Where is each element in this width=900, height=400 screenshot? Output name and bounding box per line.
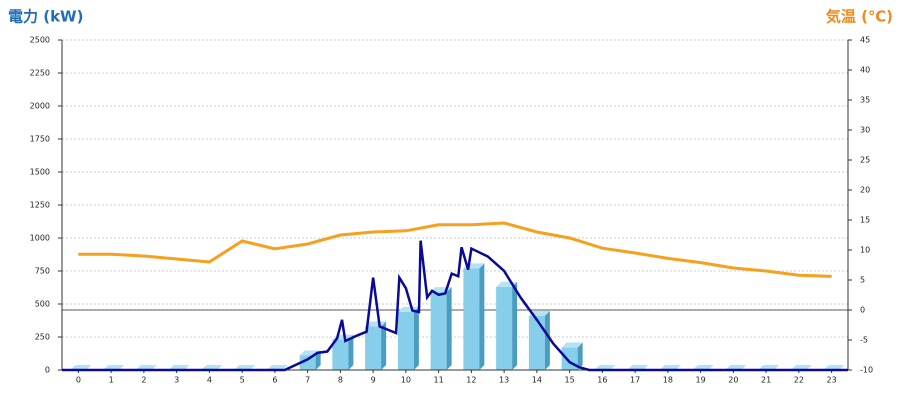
y-tick-label: 2500 (30, 36, 50, 45)
y2-tick-label: 10 (860, 246, 870, 255)
y2-tick-label: 20 (860, 186, 870, 195)
y2-tick-label: 30 (860, 126, 870, 135)
x-tick-label: 18 (663, 376, 673, 385)
temperature-line (78, 221, 832, 278)
y-tick-label: 1500 (30, 168, 50, 177)
bar (365, 321, 387, 370)
x-tick-label: 15 (565, 376, 575, 385)
x-tick-label: 13 (499, 376, 509, 385)
y-tick-label: 1750 (30, 135, 50, 144)
bar-front (430, 292, 447, 370)
x-tick-label: 22 (794, 376, 804, 385)
y-tick-label: 500 (35, 300, 50, 309)
x-tick-label: 23 (827, 376, 837, 385)
x-tick-label: 9 (371, 376, 376, 385)
y2-tick-label: 25 (860, 156, 870, 165)
x-tick-label: 1 (109, 376, 114, 385)
bar-side (544, 310, 550, 370)
x-tick-label: 7 (305, 376, 310, 385)
x-tick-label: 19 (696, 376, 706, 385)
bar-front (332, 339, 349, 370)
bar-front (365, 326, 382, 370)
bar (528, 310, 550, 370)
x-tick-label: 2 (141, 376, 146, 385)
x-tick-label: 20 (728, 376, 738, 385)
y2-tick-label: -5 (860, 336, 868, 345)
bar-side (413, 306, 419, 370)
power-line (62, 240, 848, 372)
bar-front (561, 347, 578, 370)
y2-axis-title: 気温 (℃) (826, 8, 893, 26)
bar-side (512, 281, 518, 370)
y2-tick-label: 5 (860, 276, 865, 285)
x-tick-label: 10 (401, 376, 411, 385)
bar-side (446, 287, 452, 370)
bar-front (397, 311, 414, 370)
x-tick-label: 12 (466, 376, 476, 385)
y2-tick-label: 40 (860, 66, 870, 75)
y-tick-label: 2250 (30, 69, 50, 78)
x-tick-label: 17 (630, 376, 640, 385)
y2-tick-label: -10 (860, 366, 873, 375)
bar (397, 306, 419, 370)
bar (430, 287, 452, 370)
x-tick-label: 8 (338, 376, 343, 385)
x-tick-label: 5 (240, 376, 245, 385)
bar-front (496, 286, 513, 370)
bar-side (381, 321, 387, 370)
x-tick-label: 0 (76, 376, 81, 385)
x-tick-label: 14 (532, 376, 542, 385)
y2-tick-label: 35 (860, 96, 870, 105)
x-tick-label: 16 (597, 376, 607, 385)
y-tick-label: 0 (45, 366, 50, 375)
bar-side (315, 350, 321, 370)
x-tick-label: 3 (174, 376, 179, 385)
y-tick-label: 250 (35, 333, 50, 342)
x-tick-label: 21 (761, 376, 771, 385)
y2-tick-label: 15 (860, 216, 870, 225)
bar-top (561, 342, 583, 348)
bar-side (348, 334, 354, 370)
x-tick-label: 6 (272, 376, 277, 385)
y-axis-title: 電力 (kW) (8, 8, 83, 26)
y-tick-label: 1000 (30, 234, 50, 243)
x-tick-label: 4 (207, 376, 212, 385)
x-tick-label: 11 (434, 376, 444, 385)
bar-front (463, 268, 480, 370)
y-tick-label: 1250 (30, 201, 50, 210)
y-tick-label: 750 (35, 267, 50, 276)
bar (496, 281, 518, 370)
bar-front (528, 315, 545, 370)
y2-tick-label: 45 (860, 36, 870, 45)
bar-top (365, 321, 387, 327)
bar-front (299, 355, 316, 370)
y2-tick-label: 0 (860, 306, 865, 315)
bar-side (577, 342, 583, 370)
bar-side (479, 263, 485, 370)
bar (463, 263, 485, 370)
y-tick-label: 2000 (30, 102, 50, 111)
